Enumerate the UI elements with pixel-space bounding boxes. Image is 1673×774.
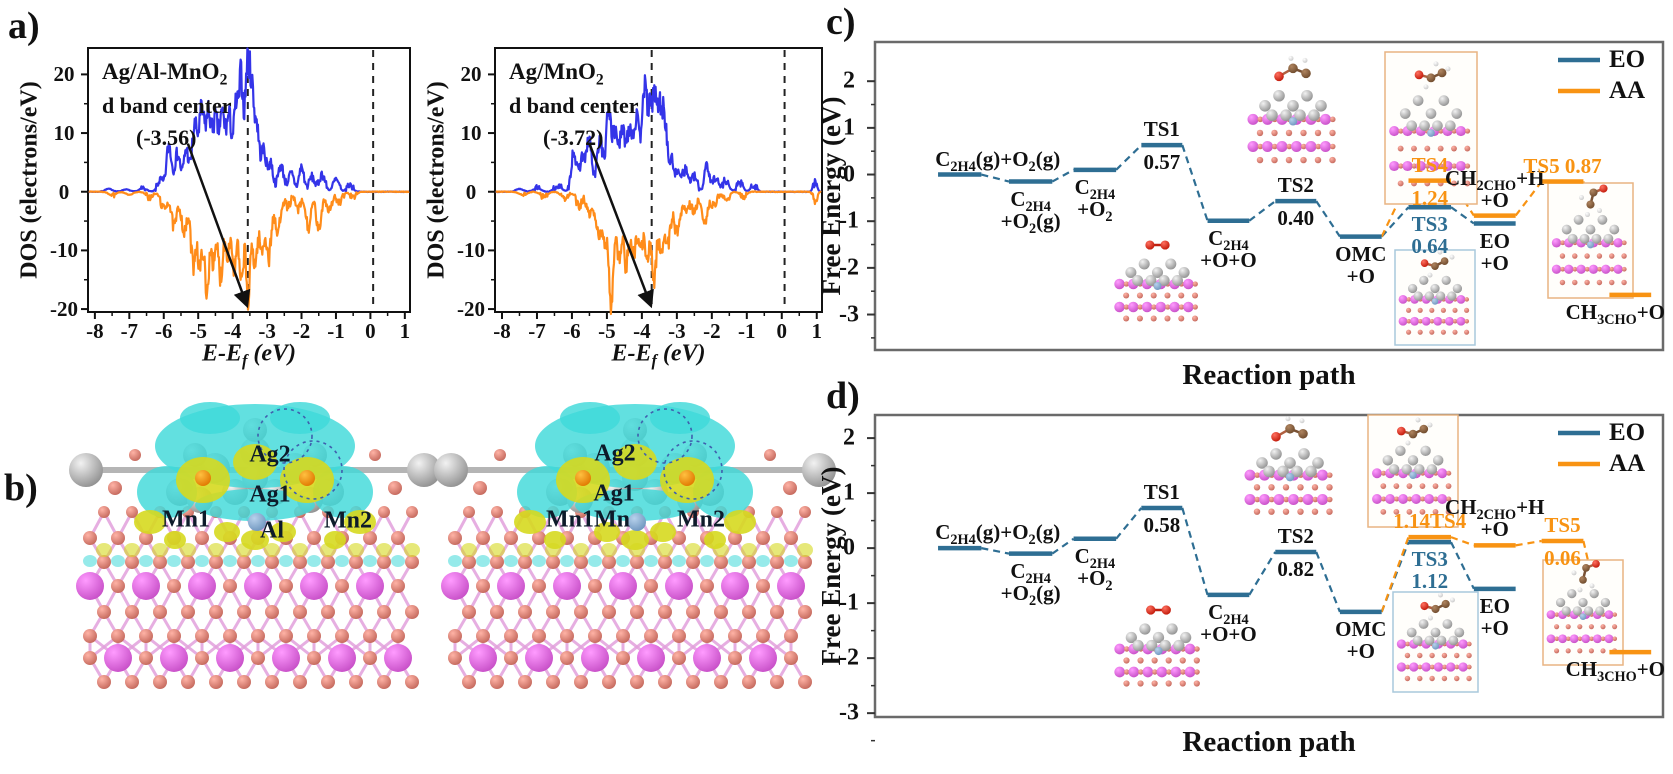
connector-aa: [1515, 539, 1542, 547]
connector-eo: [1315, 200, 1341, 238]
connector-eo: [1450, 541, 1475, 590]
dos-curve-spin-down: [495, 190, 822, 316]
structure-inset-ring: [1247, 55, 1336, 164]
connector-eo: [1115, 144, 1143, 171]
structure-inset-cho: [1392, 591, 1479, 693]
dos-curve-spin-down: [88, 190, 410, 311]
connector-eo: [1181, 144, 1209, 222]
connector-eo: [1051, 537, 1075, 555]
connector-eo: [1115, 507, 1143, 540]
dos-plot-dos_ag_al_mno2: [81, 47, 411, 319]
connector-aa: [1514, 180, 1543, 217]
dos-curve-spin-up: [88, 47, 410, 194]
connector-eo: [1450, 206, 1475, 225]
connector-eo: [1051, 168, 1075, 183]
dos-plot-dos_ag_mno2: [488, 47, 823, 319]
connector-eo: [1248, 200, 1276, 222]
panel-d-label: d): [826, 375, 860, 417]
structure-inset-ch3cho: [1547, 182, 1634, 299]
connector-eo: [1380, 206, 1410, 238]
panel-a-label: a): [8, 5, 40, 47]
panel-b-label: b): [4, 467, 38, 509]
connector-eo: [981, 547, 1010, 555]
connector-eo: [1248, 551, 1277, 596]
connector-eo: [981, 173, 1010, 183]
structure-inset-ch3cho: [1542, 559, 1624, 666]
structure-inset-cho: [1394, 249, 1476, 346]
structure-inset-o2: [1114, 240, 1199, 322]
connector-aa: [1450, 536, 1475, 547]
structure-inset-o2: [1114, 605, 1200, 687]
connector-eo: [1315, 551, 1341, 613]
structure-ag-mno2: [434, 402, 836, 689]
dos-curve-spin-up: [495, 74, 822, 194]
connector-aa: [1380, 536, 1410, 613]
energy-plot-energy_ag_mno2: [867, 413, 1665, 742]
structure-inset-cho: [1367, 414, 1459, 528]
connector-eo: [1181, 507, 1209, 596]
structure-inset-ring: [1244, 416, 1333, 515]
structure-ag-al-mno2: [69, 402, 441, 689]
panel-c-label: c): [826, 1, 856, 43]
energy-plot-energy_ag_al_mno2: [867, 40, 1665, 352]
